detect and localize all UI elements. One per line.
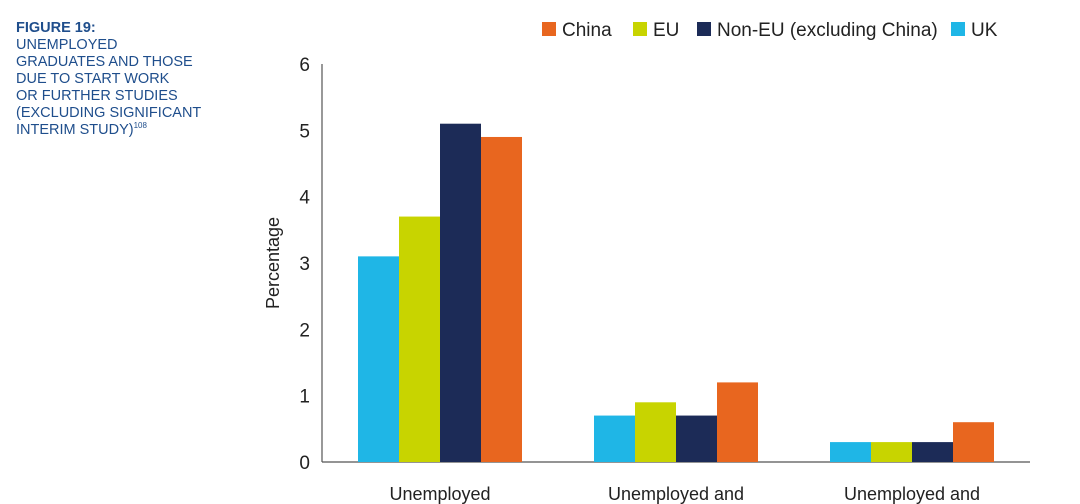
figure-title-line: INTERIM STUDY)108 (16, 122, 246, 139)
bar-eu (399, 216, 440, 462)
legend-label: EU (653, 20, 679, 41)
chart-legend: China EU Non-EU (excluding China) UK (542, 20, 998, 41)
footnote-reference: 108 (133, 121, 147, 131)
legend-label: China (562, 20, 612, 41)
legend-swatch-non-eu-excluding-china (697, 22, 711, 36)
bar-eu (635, 402, 676, 462)
y-axis-title: Percentage (263, 217, 283, 309)
legend-swatch-eu (633, 22, 647, 36)
y-tick-label: 2 (299, 320, 310, 341)
y-tick-label: 6 (299, 55, 310, 76)
bar-china (953, 422, 994, 462)
figure-title-line: DUE TO START WORK (16, 71, 170, 87)
bar-china (481, 136, 522, 462)
bar-non-eu-excluding-china (912, 442, 953, 462)
bar-uk (830, 442, 871, 462)
bar-eu (871, 442, 912, 462)
x-category-label: Unemployed and (608, 484, 744, 504)
figure-title-line-text: INTERIM STUDY) (16, 122, 134, 138)
legend-label: UK (971, 20, 998, 41)
legend-label: Non-EU (excluding China) (717, 20, 938, 41)
bars (358, 123, 994, 462)
y-axis: 0 1 2 3 4 5 6 Percentage (263, 55, 323, 474)
figure-caption: FIGURE 19: UNEMPLOYED GRADUATES AND THOS… (16, 20, 246, 139)
figure-title-line: OR FURTHER STUDIES (16, 88, 178, 104)
bar-uk (358, 256, 399, 462)
figure-title-line: GRADUATES AND THOSE (16, 54, 193, 70)
figure-label: FIGURE 19: (16, 20, 96, 36)
figure-title-line: UNEMPLOYED (16, 37, 118, 53)
y-tick-label: 0 (299, 453, 310, 474)
x-category-label: Unemployed and (844, 484, 980, 504)
y-tick-label: 3 (299, 254, 310, 275)
bar-china (717, 382, 758, 462)
bar-uk (594, 415, 635, 462)
bar-non-eu-excluding-china (676, 415, 717, 462)
bar-non-eu-excluding-china (440, 123, 481, 462)
y-tick-label: 5 (299, 121, 310, 142)
legend-swatch-uk (951, 22, 965, 36)
x-category-label: Unemployed (389, 484, 490, 504)
figure-title-line: (EXCLUDING SIGNIFICANT (16, 105, 202, 121)
y-tick-label: 1 (299, 387, 310, 408)
x-axis: Unemployed Unemployed and Unemployed and (322, 461, 1030, 504)
legend-swatch-china (542, 22, 556, 36)
y-tick-label: 4 (299, 188, 310, 209)
